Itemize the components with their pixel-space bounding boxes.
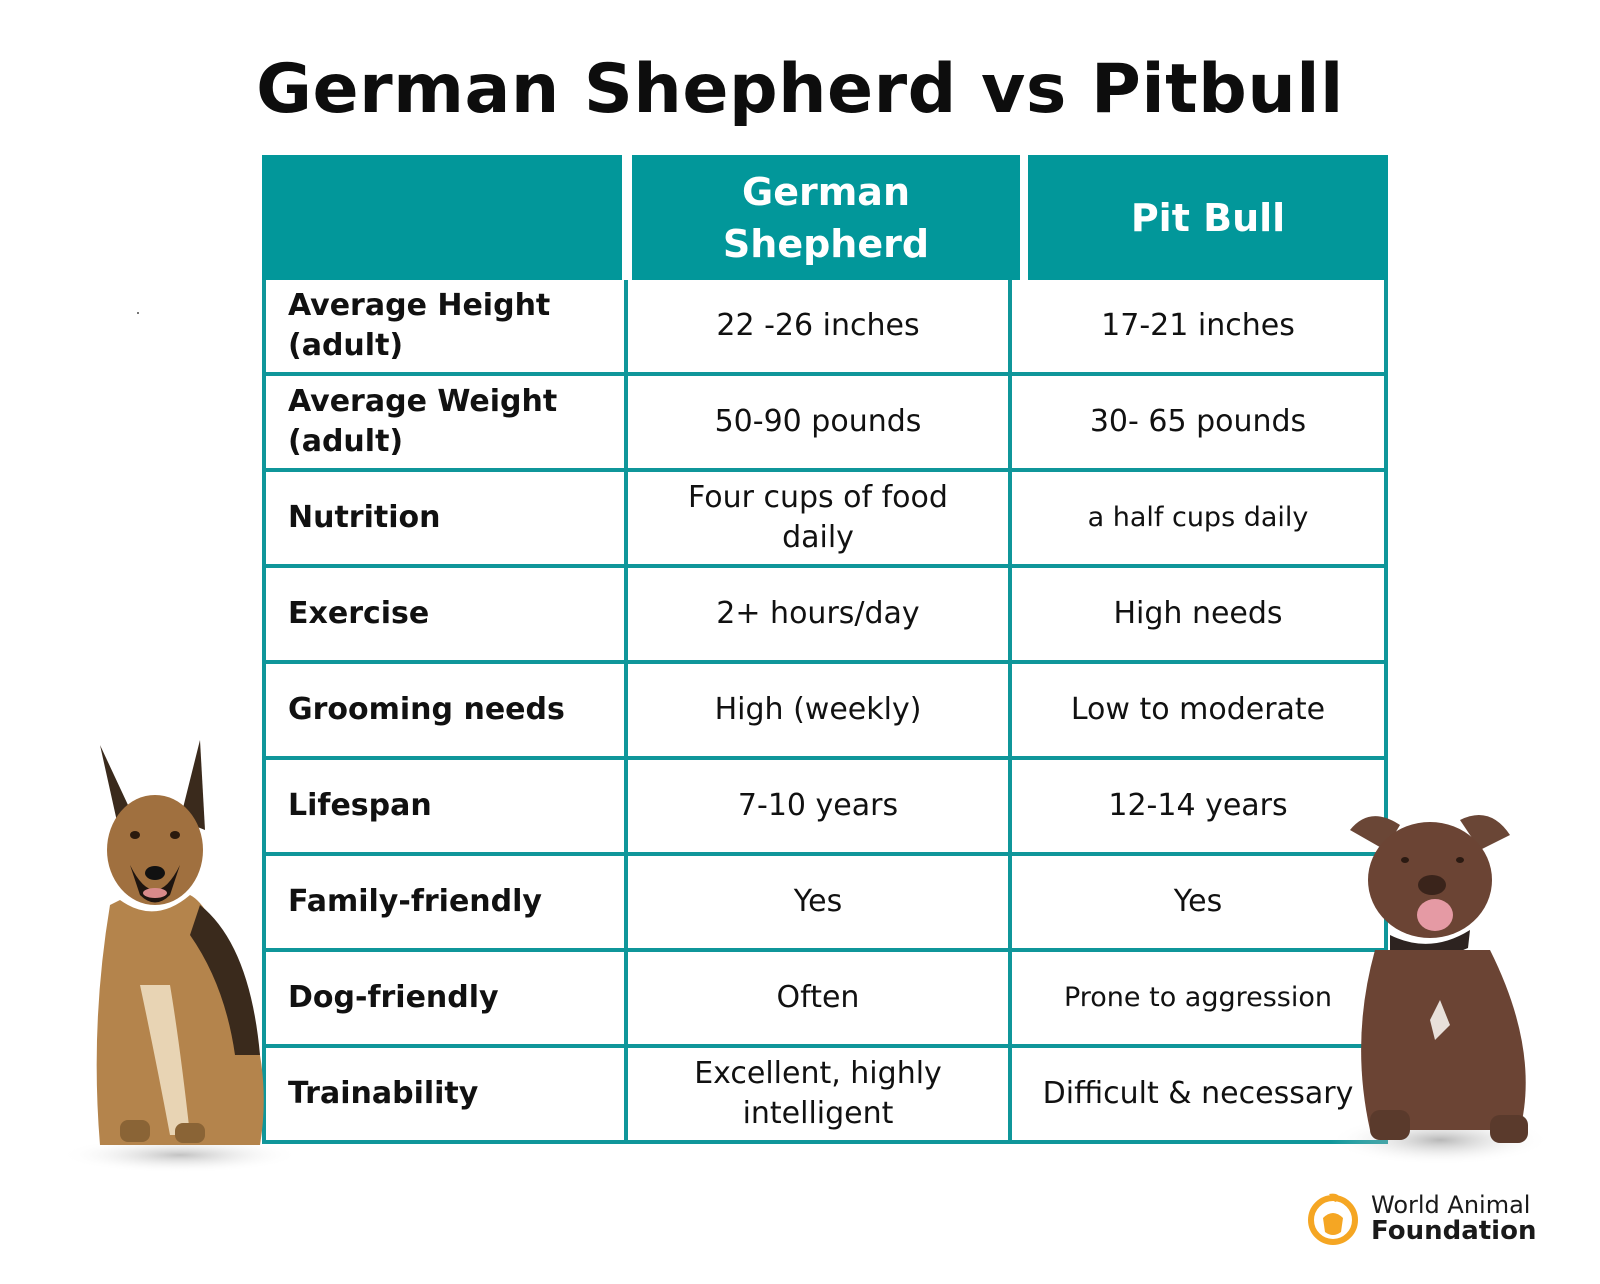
table-row: Dog-friendly Often Prone to aggression — [266, 948, 1384, 1044]
german-shepherd-image — [60, 740, 300, 1173]
german-shepherd-value: 2+ hours/day — [628, 568, 1012, 660]
table-row: Trainability Excellent, highly intellige… — [266, 1044, 1384, 1140]
pit-bull-value: a half cups daily — [1087, 502, 1309, 533]
pit-bull-image — [1330, 815, 1550, 1165]
row-label: Grooming needs — [266, 664, 628, 756]
pit-bull-value: Difficult & necessary — [1042, 1076, 1354, 1111]
comparison-table: German Shepherd Pit Bull Average Height … — [262, 155, 1388, 1144]
pit-bull-value: 17-21 inches — [1101, 308, 1295, 343]
header-german-shepherd: German Shepherd — [632, 155, 1020, 280]
row-label: Family-friendly — [266, 856, 628, 948]
table-row: Grooming needs High (weekly) Low to mode… — [266, 660, 1384, 756]
logo-text-line1: World Animal — [1371, 1191, 1531, 1219]
header-empty — [262, 155, 622, 280]
stray-dot — [137, 312, 139, 314]
row-label: Average Height (adult) — [266, 280, 628, 372]
german-shepherd-value: Four cups of food daily — [628, 472, 1012, 564]
german-shepherd-value: High (weekly) — [628, 664, 1012, 756]
german-shepherd-value: Often — [628, 952, 1012, 1044]
animal-circle-logo-icon — [1308, 1193, 1358, 1245]
row-label: Nutrition — [266, 472, 628, 564]
row-label: Average Weight (adult) — [266, 376, 628, 468]
logo-text-line2: Foundation — [1371, 1216, 1537, 1246]
pit-bull-value: Yes — [1173, 884, 1223, 919]
page-title: German Shepherd vs Pitbull — [256, 50, 1344, 129]
german-shepherd-value: 7-10 years — [628, 760, 1012, 852]
pit-bull-value: Low to moderate — [1070, 692, 1326, 727]
table-row: Lifespan 7-10 years 12-14 years — [266, 756, 1384, 852]
german-shepherd-value: Excellent, highly intelligent — [628, 1048, 1012, 1140]
table-row: Nutrition Four cups of food daily a half… — [266, 468, 1384, 564]
pit-bull-value: Prone to aggression — [1063, 982, 1333, 1013]
table-row: Average Height (adult) 22 -26 inches 17-… — [266, 280, 1384, 372]
german-shepherd-value: Yes — [628, 856, 1012, 948]
row-label: Dog-friendly — [266, 952, 628, 1044]
table-row: Family-friendly Yes Yes — [266, 852, 1384, 948]
pit-bull-value: 12-14 years — [1108, 788, 1288, 823]
german-shepherd-value: 50-90 pounds — [628, 376, 1012, 468]
table-row: Average Weight (adult) 50-90 pounds 30- … — [266, 372, 1384, 468]
table-row: Exercise 2+ hours/day High needs — [266, 564, 1384, 660]
table-body: Average Height (adult) 22 -26 inches 17-… — [262, 280, 1388, 1144]
pit-bull-value: 30- 65 pounds — [1089, 404, 1307, 439]
table-header-row: German Shepherd Pit Bull — [262, 155, 1388, 280]
world-animal-foundation-logo: World Animal Foundation — [1305, 1190, 1536, 1246]
row-label: Trainability — [266, 1048, 628, 1140]
header-pit-bull: Pit Bull — [1028, 155, 1388, 280]
row-label: Exercise — [266, 568, 628, 660]
german-shepherd-value: 22 -26 inches — [628, 280, 1012, 372]
row-label: Lifespan — [266, 760, 628, 852]
pit-bull-value: High needs — [1113, 596, 1283, 631]
